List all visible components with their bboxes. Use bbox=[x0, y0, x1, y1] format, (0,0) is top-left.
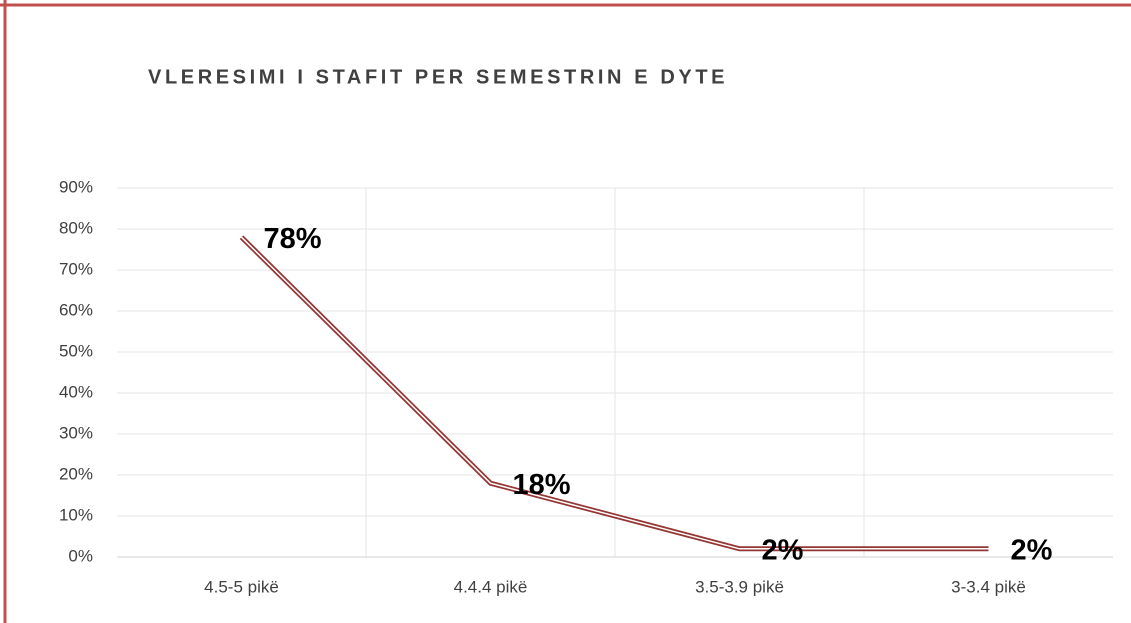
y-tick-label: 0% bbox=[68, 546, 93, 565]
y-tick-label: 40% bbox=[59, 382, 93, 401]
data-label: 2% bbox=[762, 534, 804, 566]
data-label: 18% bbox=[513, 469, 571, 501]
x-tick-label: 3.5-3.9 pikë bbox=[695, 577, 784, 596]
y-tick-label: 90% bbox=[59, 177, 93, 196]
x-tick-label: 4.5-5 pikë bbox=[204, 577, 279, 596]
x-tick-label: 3-3.4 pikë bbox=[951, 577, 1026, 596]
y-tick-label: 60% bbox=[59, 300, 93, 319]
data-label: 78% bbox=[264, 223, 322, 255]
y-tick-label: 10% bbox=[59, 505, 93, 524]
y-tick-label: 20% bbox=[59, 464, 93, 483]
line-inner bbox=[240, 236, 989, 550]
chart-title: VLERESIMI I STAFIT PER SEMESTRIN E DYTE bbox=[148, 66, 728, 88]
y-tick-label: 70% bbox=[59, 259, 93, 278]
y-tick-label: 50% bbox=[59, 341, 93, 360]
x-tick-label: 4.4.4 pikë bbox=[454, 577, 528, 596]
y-tick-label: 80% bbox=[59, 218, 93, 237]
y-tick-label: 30% bbox=[59, 423, 93, 442]
data-label: 2% bbox=[1011, 534, 1053, 566]
